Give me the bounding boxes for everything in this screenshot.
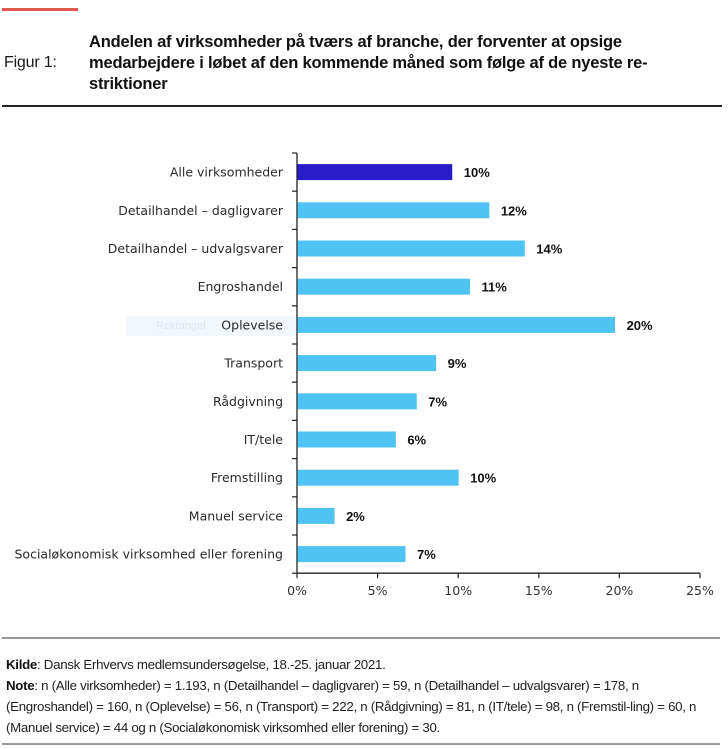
bar — [297, 240, 525, 257]
bar — [297, 393, 417, 410]
data-label: 6% — [407, 433, 426, 448]
x-tick-label: 20% — [606, 583, 634, 598]
x-tick-label: 25% — [686, 583, 714, 598]
bar — [297, 431, 396, 448]
data-label: 10% — [464, 165, 490, 180]
data-label: 11% — [481, 280, 507, 295]
accent-line — [2, 8, 78, 11]
data-label: 14% — [536, 242, 562, 257]
footer-divider-bottom — [2, 743, 720, 745]
category-label: IT/tele — [244, 432, 284, 447]
category-label: Detailhandel – dagligvarer — [118, 203, 284, 218]
bar — [297, 355, 437, 372]
ghost-overlay: Rektangel — [126, 316, 296, 336]
category-label: Oplevelse — [221, 317, 283, 332]
category-label: Engroshandel — [198, 279, 283, 294]
category-label: Socialøkonomisk virksomhed eller forenin… — [15, 547, 284, 562]
bar — [297, 469, 459, 486]
bar — [297, 316, 616, 333]
data-label: 10% — [470, 471, 496, 486]
data-label: 7% — [428, 394, 447, 409]
category-label: Transport — [223, 356, 283, 371]
data-label: 12% — [501, 203, 527, 218]
figure-label: Figur 1: — [4, 54, 57, 71]
data-label: 2% — [346, 509, 365, 524]
figure-title-line: medarbejdere i løbet af den kommende mån… — [89, 54, 648, 72]
footer: Kilde: Dansk Erhvervs medlemsundersøgels… — [6, 654, 718, 738]
category-label: Manuel service — [189, 508, 284, 523]
bar — [297, 202, 490, 219]
x-tick-label: 10% — [444, 583, 472, 598]
x-tick-label: 0% — [287, 583, 307, 598]
figure-title: Andelen af virksomheder på tværs af bran… — [89, 32, 719, 95]
figure-title-line: Andelen af virksomheder på tværs af bran… — [89, 33, 622, 51]
title-divider — [2, 105, 722, 107]
source-label: Kilde — [6, 657, 38, 672]
bar-chart: 0% 5% 10% 15% 20% 25% Alle virksomheder 10% Deta… — [15, 152, 714, 598]
category-label: Rådgivning — [213, 394, 283, 409]
data-label: 7% — [417, 547, 436, 562]
bar — [297, 507, 335, 524]
source-text: : Dansk Erhvervs medlemsundersøgelse, 18… — [37, 657, 386, 672]
category-label: Detailhandel – udvalgsvarer — [108, 241, 284, 256]
x-tick-label: 15% — [525, 583, 553, 598]
data-label: 20% — [627, 318, 653, 333]
x-tick-label: 5% — [368, 583, 388, 598]
bar — [297, 546, 406, 563]
note-label: Note — [6, 678, 35, 693]
bar — [297, 278, 470, 295]
note-line: Note: n (Alle virksomheder) = 1.193, n (… — [6, 675, 718, 738]
source-line: Kilde: Dansk Erhvervs medlemsundersøgels… — [6, 654, 718, 675]
category-label: Alle virksomheder — [170, 165, 284, 180]
figure-title-line: striktioner — [89, 75, 168, 93]
footer-divider-top — [2, 637, 720, 639]
data-label: 9% — [448, 356, 467, 371]
category-label: Fremstilling — [211, 470, 283, 485]
bar — [297, 164, 453, 181]
note-text: : n (Alle virksomheder) = 1.193, n (Deta… — [6, 678, 697, 735]
